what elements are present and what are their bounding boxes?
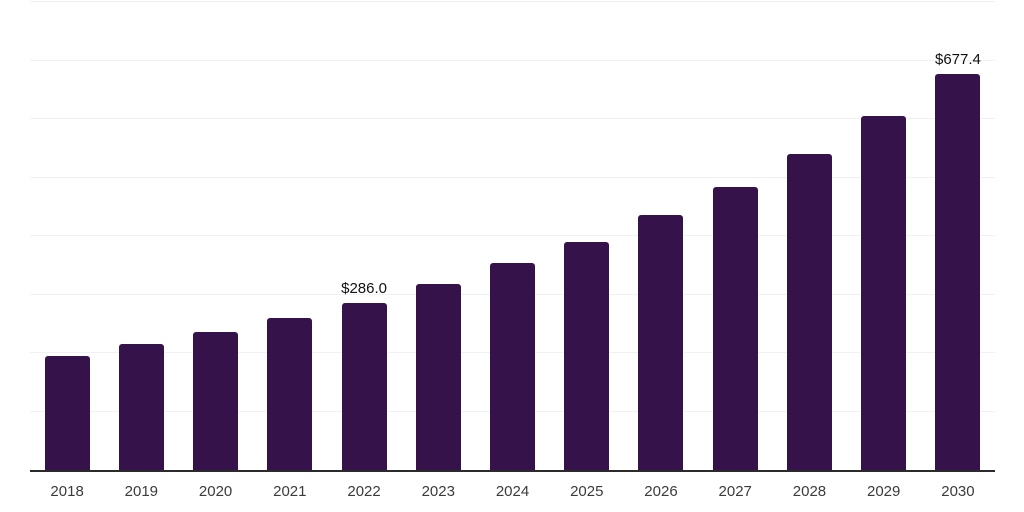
x-axis-label-2018: 2018 [50,483,84,500]
x-axis-label-2019: 2019 [124,483,159,500]
x-axis-label-2022: 2022 [347,483,381,500]
x-axis-labels: 2018 2019 2020 2021 2022 2023 2024 2025 2026 2027… [30,483,995,501]
bar-2030 [935,73,981,470]
bar-value-label-2022: $286.0 [341,279,387,297]
bar-slot-2018 [30,2,104,470]
bar-2028 [786,153,832,470]
bar-2025 [564,242,610,470]
x-axis-label-2025: 2025 [570,483,604,500]
gridline-600 [30,118,995,119]
bar-slot-2030: $677.4 [921,2,995,470]
x-axis-label-2020: 2020 [198,483,233,500]
bar-2026 [638,214,684,470]
bar-2029 [861,115,907,470]
bars: $286.0 $677.4 [30,2,995,470]
bar-2021 [267,317,313,470]
bar-slot-2026 [624,2,698,470]
bar-slot-2020 [178,2,252,470]
bar-2027 [712,187,758,470]
x-axis-label-2030: 2030 [941,483,975,500]
bar-slot-2025 [550,2,624,470]
bar-slot-2029 [847,2,921,470]
bar-slot-2028 [772,2,846,470]
gridline-500 [30,176,995,178]
gridline-700 [30,59,995,61]
bar-2020 [193,331,239,470]
x-axis-label-2026: 2026 [644,483,678,500]
x-axis-label-2024: 2024 [495,483,530,500]
x-axis-label-2023: 2023 [421,483,455,500]
gridline-400 [30,235,995,236]
x-axis-label-2021: 2021 [273,483,307,500]
bar-slot-2027 [698,2,772,470]
bar-2018 [44,355,90,470]
bar-2022 [341,302,387,470]
bar-slot-2019 [104,2,178,470]
x-axis-label-2028: 2028 [792,483,827,500]
bar-slot-2023 [401,2,475,470]
plot-area: $286.0 $677.4 [30,1,995,472]
bar-value-label-2030: $677.4 [934,50,981,68]
gridline-800 [30,1,995,2]
x-axis-line [30,470,995,472]
bar-2023 [415,283,461,470]
x-axis-label-2027: 2027 [718,483,752,500]
bar-slot-2021 [253,2,327,470]
bar-2019 [118,344,164,470]
bar-slot-2022: $286.0 [327,2,401,470]
bar-slot-2024 [475,2,549,470]
x-axis-label-2029: 2029 [867,483,901,500]
bar-2024 [490,262,536,470]
